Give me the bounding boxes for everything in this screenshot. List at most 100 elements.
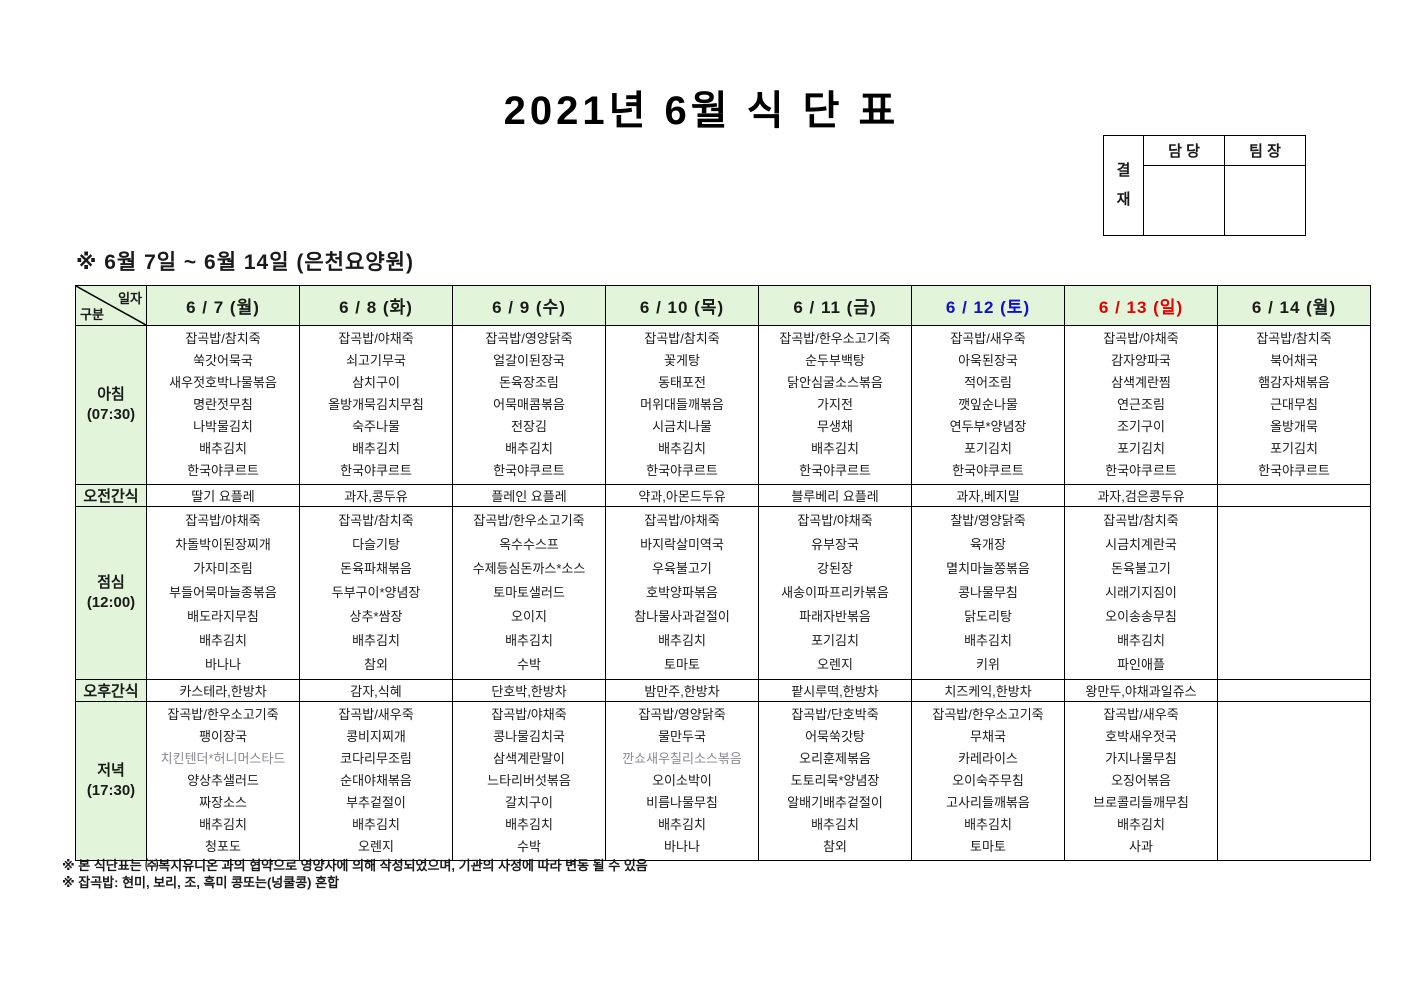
menu-item: 코다리무조림 bbox=[340, 751, 412, 766]
menu-item: 돈육장조림 bbox=[499, 375, 559, 390]
menu-item: 삼색계란말이 bbox=[493, 751, 565, 766]
meal-cell: 잡곡밥/참치죽 다슬기탕 돈육파채볶음 두부구이*양념장 상추*쌈장 배추김치 참외 bbox=[299, 506, 453, 680]
approval-label: 결재 bbox=[1103, 135, 1144, 236]
meal-cell: 잡곡밥/한우소고기죽 옥수수스프 수제등심돈까스*소스 토마토샐러드 오이지 배추김치 수박 bbox=[452, 506, 606, 680]
menu-item: 잡곡밥/야채죽 bbox=[491, 707, 567, 722]
menu-item: 배추김치 bbox=[352, 633, 400, 648]
menu-item: 무생채 bbox=[817, 419, 853, 434]
page-title: 2021년 6월 식 단 표 bbox=[503, 89, 900, 133]
approval-sign-cell bbox=[1224, 165, 1306, 236]
approval-column-timjang: 팀 장 bbox=[1224, 135, 1306, 166]
menu-item: 토마토 bbox=[970, 839, 1006, 854]
menu-item: 오렌지 bbox=[817, 657, 853, 672]
snack-cell: 밤만주,한방차 bbox=[605, 679, 759, 702]
footnote-line: ※ 잡곡밥: 현미, 보리, 조, 흑미 콩또는(넝쿨콩) 혼합 bbox=[62, 875, 340, 890]
menu-item: 포기김치 bbox=[1270, 441, 1318, 456]
menu-item: 순두부백탕 bbox=[805, 353, 865, 368]
meal-cell: 잡곡밥/새우죽 아욱된장국 적어조림 깻잎순나물 연두부*양념장 포기김치 한국야쿠르트 bbox=[911, 325, 1065, 485]
menu-item: 도토리묵*양념장 bbox=[790, 773, 880, 788]
menu-item: 수제등심돈까스*소스 bbox=[472, 561, 586, 576]
menu-item: 오징어볶음 bbox=[1111, 773, 1171, 788]
snack-cell: 플레인 요플레 bbox=[452, 484, 606, 507]
menu-item: 잡곡밥/야채죽 bbox=[1103, 331, 1179, 346]
menu-item: 찰밥/영양닭죽 bbox=[950, 513, 1026, 528]
row-label: 저녁 (17:30) bbox=[75, 701, 147, 861]
menu-item: 삼색계란찜 bbox=[1111, 375, 1171, 390]
menu-item: 우육불고기 bbox=[652, 561, 712, 576]
menu-item: 참외 bbox=[364, 657, 388, 672]
approval-box: 결재 담 당 팀 장 bbox=[1103, 135, 1306, 236]
menu-item: 부들어묵마늘종볶음 bbox=[169, 585, 277, 600]
meal-cell: 잡곡밥/단호박죽 어묵쑥갓탕 오리훈제볶음 도토리묵*양념장 알배기배추겉절이 배추김치 참… bbox=[758, 701, 912, 861]
menu-item: 새송이파프리카볶음 bbox=[781, 585, 889, 600]
menu-item: 청포도 bbox=[205, 839, 241, 854]
menu-item: 다슬기탕 bbox=[352, 537, 400, 552]
menu-item: 한국야쿠르트 bbox=[799, 463, 871, 478]
meal-cell: 잡곡밥/야채죽 바지락살미역국 우육불고기 호박양파볶음 참나물사과겉절이 배추김치 토마토 bbox=[605, 506, 759, 680]
menu-item: 올방개묵 bbox=[1270, 419, 1318, 434]
menu-item: 잡곡밥/참치죽 bbox=[1256, 331, 1332, 346]
menu-item: 머위대들깨볶음 bbox=[640, 397, 724, 412]
menu-item: 한국야쿠르트 bbox=[1105, 463, 1177, 478]
menu-item: 호박새우젓국 bbox=[1105, 729, 1177, 744]
menu-item: 콩나물김치국 bbox=[493, 729, 565, 744]
menu-item: 동태포전 bbox=[658, 375, 706, 390]
meal-cell: 잡곡밥/한우소고기죽 무채국 카레라이스 오이숙주무침 고사리들깨볶음 배추김치 토마토 bbox=[911, 701, 1065, 861]
menu-item: 잡곡밥/영양닭죽 bbox=[638, 707, 726, 722]
menu-item: 어묵매콤볶음 bbox=[493, 397, 565, 412]
meal-cell: 잡곡밥/참치죽 꽃게탕 동태포전 머위대들깨볶음 시금치나물 배추김치 한국야쿠르트 bbox=[605, 325, 759, 485]
meal-cell: 잡곡밥/한우소고기죽 팽이장국 치킨텐더*허니머스타드 양상추샐러드 짜장소스 배추김치 청… bbox=[146, 701, 300, 861]
menu-item: 잡곡밥/참치죽 bbox=[644, 331, 720, 346]
menu-item: 배추김치 bbox=[658, 441, 706, 456]
menu-item: 가자미조림 bbox=[193, 561, 253, 576]
meal-cell: 잡곡밥/영양닭죽 물만두국 깐쇼새우칠리소스볶음 오이소박이 비름나물무침 배추김치 바나나 bbox=[605, 701, 759, 861]
menu-item: 느타리버섯볶음 bbox=[487, 773, 571, 788]
meal-cell: 잡곡밥/참치죽 쑥갓어묵국 새우젓호박나물볶음 명란젓무침 나박물김치 배추김치 한국야쿠르… bbox=[146, 325, 300, 485]
menu-item: 깐쇼새우칠리소스볶음 bbox=[622, 751, 742, 766]
menu-item: 배추김치 bbox=[352, 441, 400, 456]
menu-item: 수박 bbox=[517, 839, 541, 854]
corner-label-date: 일자 bbox=[118, 291, 142, 306]
menu-item: 올방개묵김치무침 bbox=[328, 397, 424, 412]
menu-item: 배추김치 bbox=[505, 441, 553, 456]
menu-item: 명란젓무침 bbox=[193, 397, 253, 412]
row-label: 아침 (07:30) bbox=[75, 325, 147, 485]
menu-item: 한국야쿠르트 bbox=[1258, 463, 1330, 478]
menu-item: 유부장국 bbox=[811, 537, 859, 552]
snack-cell: 왕만두,야채과일쥬스 bbox=[1064, 679, 1218, 702]
menu-item: 배추김치 bbox=[505, 633, 553, 648]
menu-item: 조기구이 bbox=[1117, 419, 1165, 434]
menu-item: 근대무침 bbox=[1270, 397, 1318, 412]
menu-item: 어묵쑥갓탕 bbox=[805, 729, 865, 744]
menu-item: 돈육불고기 bbox=[1111, 561, 1171, 576]
menu-item: 가지나물무침 bbox=[1105, 751, 1177, 766]
date-header: 6 / 10 (목) bbox=[605, 285, 759, 326]
menu-item: 배추김치 bbox=[199, 633, 247, 648]
footnotes: ※ 본 식단표는 ㈜복지유니온 과의 협약으로 영양사에 의해 작성되었으며, … bbox=[62, 857, 648, 891]
meal-cell: 잡곡밥/새우죽 콩비지찌개 코다리무조림 순대야채볶음 부추겉절이 배추김치 오렌지 bbox=[299, 701, 453, 861]
meal-row: 저녁 (17:30) 잡곡밥/한우소고기죽 팽이장국 치킨텐더*허니머스타드 양상추샐러드… bbox=[75, 701, 1371, 861]
menu-item: 깻잎순나물 bbox=[958, 397, 1018, 412]
menu-item: 연두부*양념장 bbox=[949, 419, 1027, 434]
menu-item: 오이소박이 bbox=[652, 773, 712, 788]
menu-item: 돈육파채볶음 bbox=[340, 561, 412, 576]
menu-item: 팽이장국 bbox=[199, 729, 247, 744]
menu-item: 양상추샐러드 bbox=[187, 773, 259, 788]
menu-item: 참외 bbox=[823, 839, 847, 854]
menu-item: 아욱된장국 bbox=[958, 353, 1018, 368]
menu-item: 감자양파국 bbox=[1111, 353, 1171, 368]
menu-table: 일자 구분 6 / 7 (월) 6 / 8 (화) 6 / 9 (수) 6 / 10 … bbox=[75, 285, 1371, 861]
menu-item: 바지락살미역국 bbox=[640, 537, 724, 552]
menu-item: 파인애플 bbox=[1117, 657, 1165, 672]
corner-cell: 일자 구분 bbox=[75, 285, 147, 326]
menu-item: 닭도리탕 bbox=[964, 609, 1012, 624]
menu-item: 햄감자채볶음 bbox=[1258, 375, 1330, 390]
menu-item: 오렌지 bbox=[358, 839, 394, 854]
menu-item: 잡곡밥/한우소고기죽 bbox=[167, 707, 279, 722]
snack-cell: 딸기 요플레 bbox=[146, 484, 300, 507]
menu-item: 포기김치 bbox=[811, 633, 859, 648]
menu-item: 꽃게탕 bbox=[664, 353, 700, 368]
menu-item: 연근조림 bbox=[1117, 397, 1165, 412]
menu-item: 배추김치 bbox=[658, 633, 706, 648]
